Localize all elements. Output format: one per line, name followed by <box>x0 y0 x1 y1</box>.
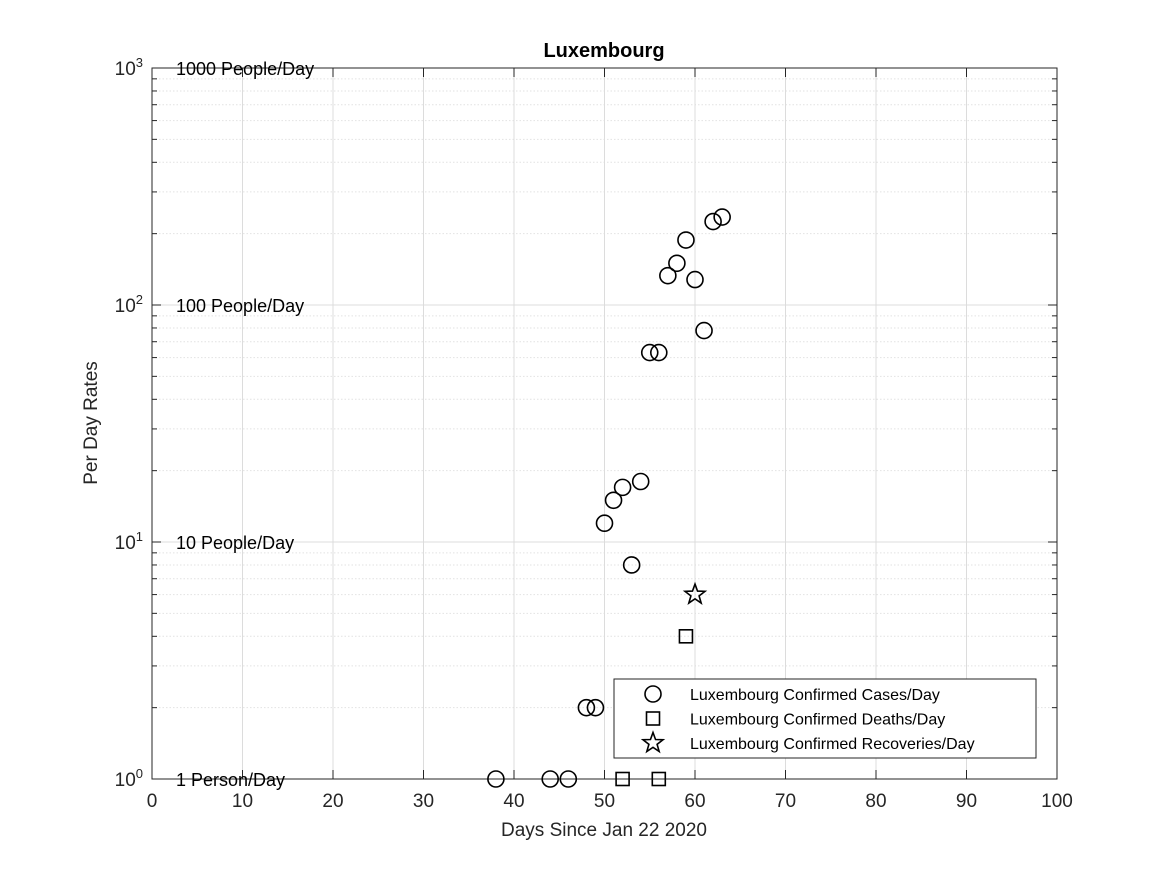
legend-label: Luxembourg Confirmed Recoveries/Day <box>690 736 975 753</box>
case-point <box>649 343 668 362</box>
y-tick-label: 103 <box>115 55 143 80</box>
x-tick-label: 80 <box>865 791 886 812</box>
case-point <box>586 698 605 717</box>
case-point <box>640 343 659 362</box>
y-tick-base: 10 <box>115 59 136 80</box>
y-tick-base: 10 <box>115 770 136 791</box>
x-tick-label: 70 <box>775 791 796 812</box>
case-point <box>659 266 677 285</box>
case-point <box>713 208 731 226</box>
x-tick-label: 90 <box>956 791 977 812</box>
case-point <box>559 770 578 788</box>
x-tick-label: 60 <box>684 791 705 812</box>
case-point <box>487 770 505 788</box>
data-marks <box>487 208 731 788</box>
y-tick-base: 10 <box>115 296 136 317</box>
reference-label: 1000 People/Day <box>176 59 314 79</box>
legend-label: Luxembourg Confirmed Cases/Day <box>690 687 940 704</box>
x-tick-label: 40 <box>503 791 524 812</box>
x-tick-label: 0 <box>147 791 158 812</box>
case-point <box>686 270 704 289</box>
case-point <box>631 472 650 491</box>
y-tick-label: 101 <box>115 529 143 554</box>
case-point <box>613 478 632 497</box>
case-point <box>577 698 596 717</box>
star-legend-marker <box>640 730 666 754</box>
legend: Luxembourg Confirmed Cases/Day Luxembourg… <box>613 678 1037 759</box>
x-axis-label: Days Since Jan 22 2020 <box>501 820 707 841</box>
y-tick-exponent: 0 <box>136 766 143 781</box>
x-tick-label: 10 <box>232 791 253 812</box>
legend-item-deaths: Luxembourg Confirmed Deaths/Day <box>645 711 945 729</box>
x-tick-label: 50 <box>594 791 615 812</box>
case-point <box>695 321 713 340</box>
case-point <box>604 491 623 510</box>
case-point <box>677 231 695 249</box>
y-tick-exponent: 3 <box>136 55 143 70</box>
case-point <box>668 254 686 273</box>
chart-title: Luxembourg <box>543 40 664 62</box>
death-point <box>678 629 694 644</box>
reference-label: 10 People/Day <box>176 533 294 553</box>
reference-labels: 1000 People/Day 100 People/Day 10 People/D… <box>176 59 314 790</box>
case-point <box>541 770 560 788</box>
death-point <box>615 771 630 787</box>
x-tick-label: 30 <box>413 791 434 812</box>
legend-item-cases: Luxembourg Confirmed Cases/Day <box>644 685 940 704</box>
legend-label: Luxembourg Confirmed Deaths/Day <box>690 712 945 729</box>
case-point <box>595 514 614 533</box>
y-tick-label: 102 <box>115 292 143 317</box>
reference-label: 100 People/Day <box>176 296 304 316</box>
reference-label: 1 Person/Day <box>176 770 285 790</box>
case-point <box>704 212 722 231</box>
death-point <box>651 771 667 787</box>
x-tick-label: 100 <box>1041 791 1073 812</box>
y-axis-label: Per Day Rates <box>81 361 102 485</box>
legend-item-recoveries: Luxembourg Confirmed Recoveries/Day <box>640 730 975 754</box>
square-legend-marker <box>645 711 661 726</box>
y-tick-base: 10 <box>115 533 136 554</box>
circle-legend-marker <box>644 685 662 703</box>
y-tick-exponent: 2 <box>136 292 143 307</box>
case-point <box>622 556 641 574</box>
x-tick-label: 20 <box>322 791 343 812</box>
recovery-point <box>682 581 708 605</box>
legend-box <box>613 678 1037 759</box>
y-tick-exponent: 1 <box>136 529 143 544</box>
y-tick-label: 100 <box>115 766 143 791</box>
